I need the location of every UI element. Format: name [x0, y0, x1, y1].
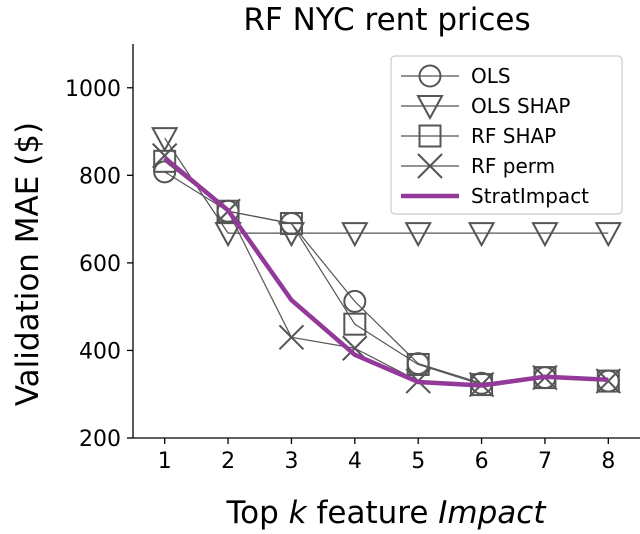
x-tick-label: 5: [411, 449, 425, 474]
data-point-rf-perm: [278, 324, 305, 351]
data-point-ols-shap: [214, 222, 242, 248]
legend-marker: [416, 95, 444, 121]
data-point-ols-shap: [341, 222, 369, 248]
y-tick-label: 400: [79, 339, 121, 364]
series-stratimpact: [163, 156, 609, 388]
data-point-ols: [343, 289, 367, 313]
legend-label: OLS: [471, 64, 511, 88]
chart-title: RF NYC rent prices: [243, 2, 530, 38]
legend-label: RF perm: [471, 154, 555, 178]
data-point-rf-perm: [595, 368, 622, 394]
legend-label: OLS SHAP: [471, 94, 570, 118]
x-tick-label: 3: [284, 449, 298, 474]
x-tick-label: 7: [538, 449, 552, 474]
data-point-ols-shap: [151, 127, 179, 153]
x-tick-label: 8: [601, 449, 615, 474]
legend-item-ols: OLS: [401, 64, 511, 88]
legend-item-rf-shap: RF SHAP: [401, 124, 556, 148]
legend-box: [390, 55, 623, 215]
data-point-rf-shap: [216, 199, 240, 223]
data-point-rf-shap: [279, 211, 303, 235]
series-ols-shap: [151, 127, 622, 248]
y-tick-label: 1000: [65, 77, 121, 102]
data-point-ols-shap: [404, 222, 432, 248]
x-tick-label: 1: [158, 449, 172, 474]
series-line-stratimpact: [163, 156, 609, 388]
x-tick-label: 6: [475, 449, 489, 474]
data-point-ols-shap: [594, 222, 622, 248]
plot-area: 200 400 600 800 1000 1 2 3 4 5 6 7 8: [65, 44, 640, 474]
y-tick-label: 200: [79, 427, 121, 452]
legend-marker: [417, 153, 443, 179]
data-point-rf-shap: [343, 312, 367, 336]
legend-marker: [418, 124, 442, 148]
y-axis-label: Validation MAE ($): [10, 122, 46, 406]
data-point-rf-shap: [406, 352, 430, 376]
x-tick-label: 2: [221, 449, 235, 474]
legend-label: RF SHAP: [471, 124, 556, 148]
x-tick-label: 4: [348, 449, 362, 474]
y-tick-label: 600: [79, 252, 121, 277]
legend-label: StratImpact: [471, 184, 589, 208]
data-point-rf-shap: [153, 149, 177, 173]
y-tick-label: 800: [79, 164, 121, 189]
legend-item-stratimpact: StratImpact: [401, 184, 589, 208]
legend-marker: [418, 64, 442, 88]
legend: OLS OLS SHAP RF SHAP RF perm StratImpact: [390, 55, 623, 215]
legend-item-ols-shap: OLS SHAP: [401, 94, 570, 121]
data-point-ols-shap: [531, 222, 559, 248]
legend-item-rf-perm: RF perm: [401, 153, 555, 179]
data-point-ols-shap: [467, 222, 496, 248]
x-axis-label: Top k feature Impact: [226, 495, 548, 531]
